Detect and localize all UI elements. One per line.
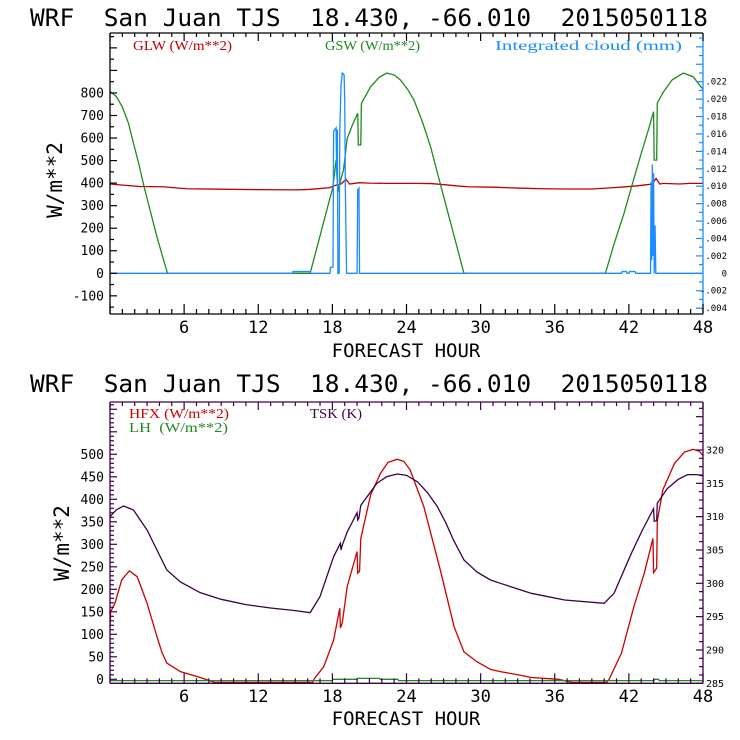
y-tick-label: 800 <box>81 86 104 101</box>
y-tick-label: 200 <box>81 222 104 237</box>
y2-tick-label: 295 <box>706 612 724 623</box>
series-gsw-line <box>110 72 703 274</box>
tick-labels: 6 12 18 24 30 36 42 48 -100 0 100 200 300 400 500 600 70… <box>73 78 727 338</box>
y-tick-label: -100 <box>73 289 104 304</box>
x-tick-label: 18 <box>322 687 342 707</box>
chart-flux-skin-temp: WRF San Juan TJS 18.430, -66.010 2015050… <box>30 370 724 730</box>
y-tick-label: 400 <box>81 177 104 192</box>
x-tick-label: 48 <box>693 687 713 707</box>
x-tick-label: 18 <box>322 318 342 338</box>
y2-tick-label: .008 <box>705 200 727 210</box>
y2-tick-label: .014 <box>705 147 727 157</box>
y2-tick-label: 305 <box>706 545 724 556</box>
plot-area <box>110 71 703 274</box>
y2-tick-label: 290 <box>706 645 724 656</box>
series-lh-line <box>110 677 703 682</box>
x-tick-label: 30 <box>470 687 490 707</box>
y-tick-label: 100 <box>81 628 104 643</box>
y2-tick-label: .012 <box>705 165 727 175</box>
axes <box>109 32 704 315</box>
y-axis-title: W/m**2 <box>43 142 67 218</box>
y-tick-label: 600 <box>81 132 104 147</box>
legend-integrated-cloud: Integrated cloud (mm) <box>495 39 683 54</box>
x-tick-label: 42 <box>619 318 639 338</box>
x-tick-label: 36 <box>545 687 565 707</box>
x-tick-label: 24 <box>396 687 416 707</box>
y-tick-label: 50 <box>88 650 104 665</box>
axes <box>109 401 704 684</box>
y-tick-label: 350 <box>81 515 104 530</box>
x-tick-label: 12 <box>248 687 268 707</box>
y-tick-label: 300 <box>81 199 104 214</box>
series-hfx-line <box>110 448 703 684</box>
y-tick-label: 150 <box>81 605 104 620</box>
y-tick-label: 200 <box>81 583 104 598</box>
series-glw-line <box>110 177 703 191</box>
x-axis-title: FORECAST HOUR <box>332 340 481 362</box>
y2-tick-label: .006 <box>705 217 727 227</box>
y2-tick-label: .018 <box>705 113 727 123</box>
x-tick-label: 6 <box>179 687 189 707</box>
x-tick-label: 6 <box>179 318 189 338</box>
legend-gsw: GSW (W/m**2) <box>325 39 420 54</box>
x-tick-label: 36 <box>545 318 565 338</box>
y2-tick-label: 300 <box>706 579 724 590</box>
x-tick-label: 42 <box>619 687 639 707</box>
x-tick-label: 48 <box>693 318 713 338</box>
y-tick-label: 500 <box>81 154 104 169</box>
y-axis-title: W/m**2 <box>50 505 74 581</box>
y-tick-label: 500 <box>81 448 104 463</box>
y-tick-label: 400 <box>81 493 104 508</box>
y2-tick-label: .016 <box>705 130 727 140</box>
plot-area <box>110 448 703 684</box>
y-tick-label: 100 <box>81 244 104 259</box>
y2-tick-label: 285 <box>706 679 724 690</box>
y2-tick-label: .022 <box>705 78 727 88</box>
y2-tick-label: .004 <box>705 234 727 244</box>
y2-tick-label: -.002 <box>700 287 727 297</box>
y2-tick-label: 320 <box>706 445 724 456</box>
y-tick-label: 250 <box>81 560 104 575</box>
y2-tick-label: .010 <box>705 182 727 192</box>
y2-tick-label: .020 <box>705 95 727 105</box>
legend-glw: GLW (W/m**2) <box>133 39 232 54</box>
chart-title: WRF San Juan TJS 18.430, -66.010 2015050… <box>30 370 708 398</box>
y2-tick-label: 310 <box>706 512 724 523</box>
legend-hfx: HFX (W/m**2) <box>129 407 229 422</box>
y-tick-label: 0 <box>96 267 104 282</box>
y2-tick-label: -.004 <box>700 304 727 314</box>
chart-radiation-cloud: WRF San Juan TJS 18.430, -66.010 2015050… <box>30 4 727 362</box>
tick-labels: 6 12 18 24 30 36 42 48 0 50 100 150 200 250 300 350 400 4… <box>81 445 725 707</box>
y-tick-label: 300 <box>81 538 104 553</box>
y-tick-label: 450 <box>81 470 104 485</box>
y2-tick-label: .002 <box>705 252 727 262</box>
x-tick-label: 24 <box>396 318 416 338</box>
chart-title: WRF San Juan TJS 18.430, -66.010 2015050… <box>30 4 708 32</box>
y-tick-label: 700 <box>81 109 104 124</box>
y2-tick-label: 315 <box>706 479 724 490</box>
y2-tick-label: 0 <box>722 269 727 279</box>
x-tick-label: 12 <box>248 318 268 338</box>
legend-tsk: TSK (K) <box>310 407 362 422</box>
y-tick-label: 0 <box>96 673 104 688</box>
x-axis-title: FORECAST HOUR <box>332 708 481 730</box>
series-tsk-line <box>110 473 703 614</box>
x-tick-label: 30 <box>470 318 490 338</box>
series-integrated-cloud-line <box>110 71 703 274</box>
legend-lh: LH (W/m**2) <box>129 421 228 436</box>
